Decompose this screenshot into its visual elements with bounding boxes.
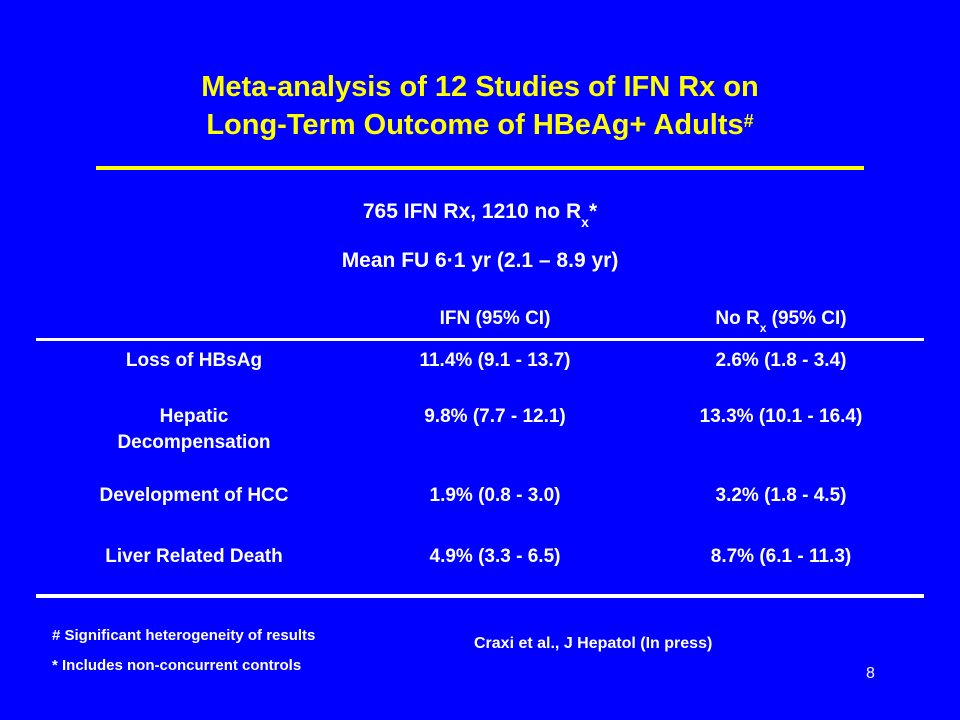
table-header-row: IFN (95% CI) No Rx (95% CI) — [36, 306, 924, 335]
row-ifn-value: 9.8% (7.7 - 12.1) — [424, 406, 566, 427]
header-no-rx-text: No R — [715, 308, 760, 329]
citation: Craxi et al., J Hepatol (In press) — [474, 635, 713, 652]
study-counts-text: 765 IFN Rx, 1210 no R — [362, 200, 582, 223]
title-underline — [96, 166, 864, 170]
row-no-rx-value: 2.6% (1.8 - 3.4) — [715, 350, 847, 371]
row-no-rx-value: 3.2% (1.8 - 4.5) — [715, 485, 847, 506]
title-line-1: Meta-analysis of 12 Studies of IFN Rx on — [201, 71, 759, 103]
study-counts-subscript: x — [581, 214, 589, 231]
table-bottom-rule — [36, 594, 924, 598]
mean-followup: Mean FU 6·1 yr (2.1 – 8.9 yr) — [341, 249, 619, 272]
row-ifn-value: 1.9% (0.8 - 3.0) — [429, 485, 561, 506]
row-label: Hepatic Decompensation — [117, 406, 271, 453]
footnote-controls: * Includes non-concurrent controls — [52, 657, 302, 674]
footnote-heterogeneity: # Significant heterogeneity of results — [52, 627, 316, 644]
row-ifn-value: 11.4% (9.1 - 13.7) — [419, 350, 571, 371]
title-footnote-mark: # — [743, 111, 754, 131]
header-ifn: IFN (95% CI) — [439, 308, 551, 329]
row-no-rx-value: 8.7% (6.1 - 11.3) — [710, 546, 852, 567]
page-number: 8 — [866, 665, 875, 682]
study-counts-asterisk: * — [588, 200, 598, 223]
study-counts: 765 IFN Rx, 1210 no Rx* — [60, 200, 900, 230]
header-no-rx-ci: (95% CI) — [766, 308, 847, 329]
title-line-2: Long-Term Outcome of HBeAg+ Adults# — [60, 106, 900, 144]
table-header-rule — [36, 338, 924, 341]
slide-title: Meta-analysis of 12 Studies of IFN Rx on… — [60, 68, 900, 144]
title-line-2-text: Long-Term Outcome of HBeAg+ Adults — [206, 109, 744, 141]
row-label: Loss of HBsAg — [125, 350, 263, 371]
row-no-rx-value: 13.3% (10.1 - 16.4) — [699, 406, 863, 427]
header-no-rx: No Rx (95% CI) — [638, 306, 924, 338]
row-label: Liver Related Death — [105, 546, 283, 567]
row-label: Development of HCC — [99, 485, 289, 506]
row-ifn-value: 4.9% (3.3 - 6.5) — [429, 546, 561, 567]
header-no-rx-subscript: x — [759, 320, 767, 335]
